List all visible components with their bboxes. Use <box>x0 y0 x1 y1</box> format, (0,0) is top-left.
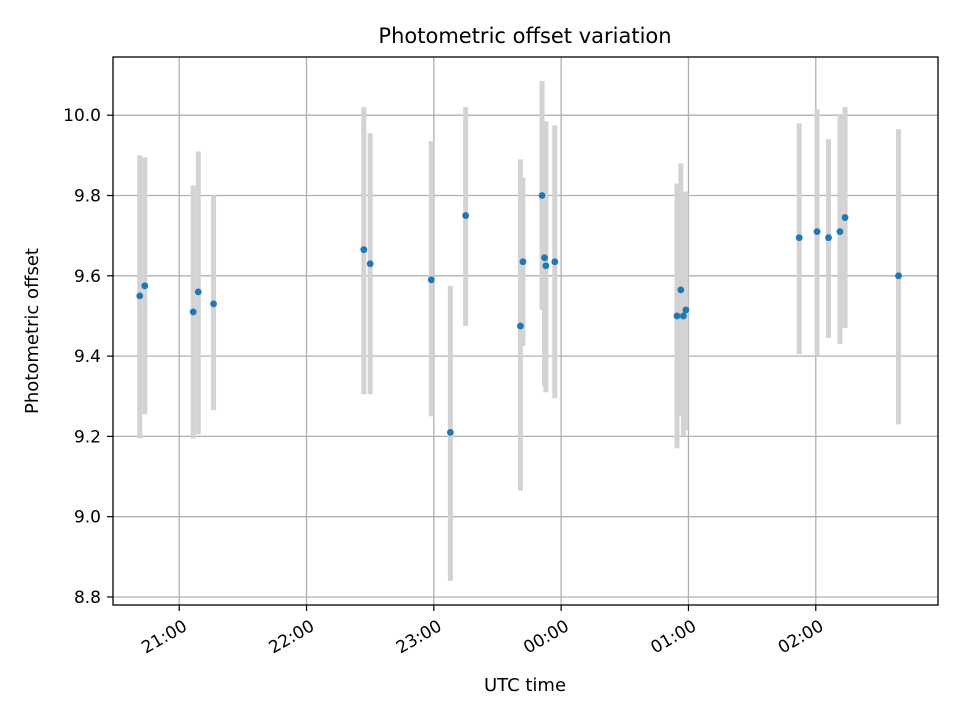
data-point <box>679 312 687 320</box>
data-point <box>189 308 197 316</box>
data-point <box>136 292 144 300</box>
data-point <box>813 228 821 236</box>
data-point <box>366 260 374 268</box>
data-point <box>541 254 548 262</box>
data-points <box>136 192 902 436</box>
data-point <box>825 234 832 242</box>
data-point <box>360 246 368 254</box>
plot-area-frame <box>112 56 939 606</box>
data-point <box>427 276 435 284</box>
data-point <box>677 286 685 294</box>
data-point <box>210 300 217 308</box>
data-point <box>682 306 690 314</box>
chart-title: Photometric offset variation <box>378 24 671 48</box>
y-tick-label: 9.6 <box>74 267 101 287</box>
data-point <box>836 228 844 236</box>
data-point <box>519 258 527 266</box>
data-point <box>542 262 550 270</box>
data-point <box>194 288 202 296</box>
data-point <box>141 282 149 290</box>
y-tick-label: 9.8 <box>74 187 101 207</box>
data-point <box>517 322 524 330</box>
y-tick-label: 9.0 <box>74 508 101 528</box>
data-point <box>538 192 546 199</box>
data-point <box>446 428 454 436</box>
y-axis-ticks: 8.8 9.0 9.2 9.4 9.6 9.8 10.0 <box>63 106 113 608</box>
data-point <box>841 214 849 221</box>
y-tick-label: 8.8 <box>74 588 101 608</box>
data-point <box>462 212 470 219</box>
x-axis-label: UTC time <box>484 675 566 696</box>
y-tick-label: 9.2 <box>74 427 101 447</box>
data-point <box>895 272 902 280</box>
data-point <box>673 312 681 320</box>
y-tick-label: 10.0 <box>63 106 101 126</box>
data-point <box>551 258 559 266</box>
data-point <box>795 234 803 242</box>
y-tick-label: 9.4 <box>74 347 101 367</box>
y-axis-label: Photometric offset <box>22 248 43 414</box>
